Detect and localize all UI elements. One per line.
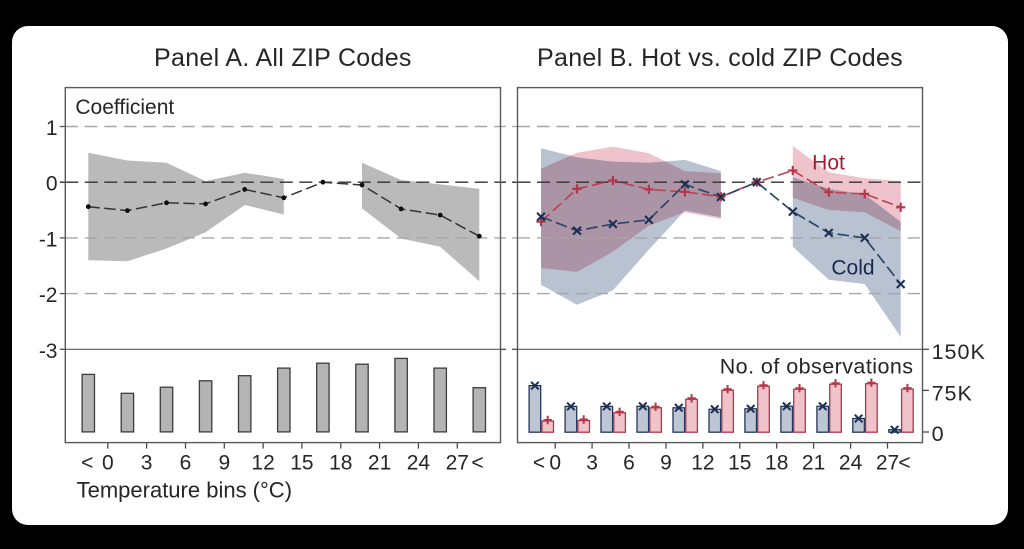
svg-text:-3: -3 xyxy=(39,340,58,363)
svg-text:Coefficient: Coefficient xyxy=(75,96,174,119)
svg-text:0: 0 xyxy=(932,422,944,446)
svg-text:18: 18 xyxy=(329,452,352,475)
svg-text:24: 24 xyxy=(839,452,863,475)
svg-text:0: 0 xyxy=(549,452,561,475)
svg-text:75K: 75K xyxy=(932,381,973,405)
svg-text:150K: 150K xyxy=(932,340,986,364)
svg-text:24: 24 xyxy=(407,452,431,475)
svg-text:18: 18 xyxy=(765,452,788,475)
svg-text:Cold: Cold xyxy=(831,257,874,280)
svg-text:15: 15 xyxy=(290,452,313,475)
svg-text:27: 27 xyxy=(876,452,899,475)
svg-text:-2: -2 xyxy=(39,284,58,307)
svg-text:<: < xyxy=(898,452,910,475)
svg-text:No. of observations: No. of observations xyxy=(720,355,914,379)
svg-text:-1: -1 xyxy=(39,228,58,251)
svg-text:0: 0 xyxy=(102,452,114,475)
svg-text:<: < xyxy=(533,452,545,475)
svg-text:3: 3 xyxy=(141,452,153,475)
svg-text:0: 0 xyxy=(46,173,58,196)
svg-text:1: 1 xyxy=(46,117,58,140)
svg-text:Hot: Hot xyxy=(812,152,845,175)
svg-text:9: 9 xyxy=(218,452,230,475)
svg-text:<: < xyxy=(471,452,483,475)
svg-text:21: 21 xyxy=(802,452,825,475)
svg-text:21: 21 xyxy=(368,452,391,475)
svg-text:6: 6 xyxy=(623,452,635,475)
svg-text:9: 9 xyxy=(660,452,672,475)
svg-text:Panel B. Hot vs. cold ZIP Code: Panel B. Hot vs. cold ZIP Codes xyxy=(537,44,903,72)
svg-text:12: 12 xyxy=(691,452,714,475)
svg-text:Panel A. All ZIP Codes: Panel A. All ZIP Codes xyxy=(154,44,412,72)
svg-text:3: 3 xyxy=(586,452,598,475)
svg-text:15: 15 xyxy=(728,452,751,475)
svg-text:12: 12 xyxy=(251,452,274,475)
svg-text:<: < xyxy=(81,452,93,475)
svg-text:6: 6 xyxy=(180,452,192,475)
svg-text:Temperature bins (°C): Temperature bins (°C) xyxy=(77,478,292,503)
svg-text:27: 27 xyxy=(446,452,469,475)
